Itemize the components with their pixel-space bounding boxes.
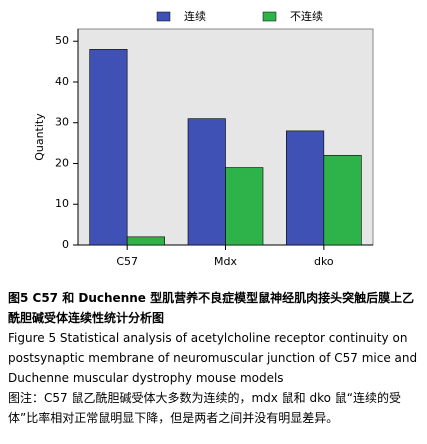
y-tick-label: 50	[55, 34, 69, 47]
x-tick-label: dko	[314, 255, 334, 268]
y-tick-label: 20	[55, 156, 69, 169]
chart: Quantity 0 10 20 30 40 50 C57 Mdx dko 连续 不连续	[33, 9, 374, 268]
x-tick-label: C57	[116, 255, 138, 268]
y-tick-label: 0	[62, 238, 69, 251]
bar	[89, 49, 128, 246]
caption-title-en: Figure 5 Statistical analysis of acetylc…	[8, 331, 418, 385]
x-tick-label: Mdx	[214, 255, 237, 268]
bar	[225, 167, 264, 246]
bar	[286, 130, 325, 246]
caption: 图5 C57 和 Duchenne 型肌营养不良症模型鼠神经肌肉接头突触后膜上乙…	[8, 288, 420, 428]
legend-label: 不连续	[290, 9, 323, 23]
legend-swatch	[262, 11, 277, 22]
bar	[126, 236, 165, 246]
legend-label: 连续	[184, 9, 206, 23]
bar	[323, 155, 362, 246]
caption-title-cn: 图5 C57 和 Duchenne 型肌营养不良症模型鼠神经肌肉接头突触后膜上乙…	[8, 291, 415, 325]
y-tick-label: 30	[55, 116, 69, 129]
bar	[187, 118, 226, 246]
y-tick-label: 10	[55, 197, 69, 210]
y-tick-label: 40	[55, 75, 69, 88]
y-axis-label: Quantity	[33, 113, 46, 161]
caption-note: 图注：C57 鼠乙酰胆碱受体大多数为连续的，mdx 鼠和 dko 鼠“连续的受体…	[8, 391, 402, 425]
legend-swatch	[156, 11, 171, 22]
